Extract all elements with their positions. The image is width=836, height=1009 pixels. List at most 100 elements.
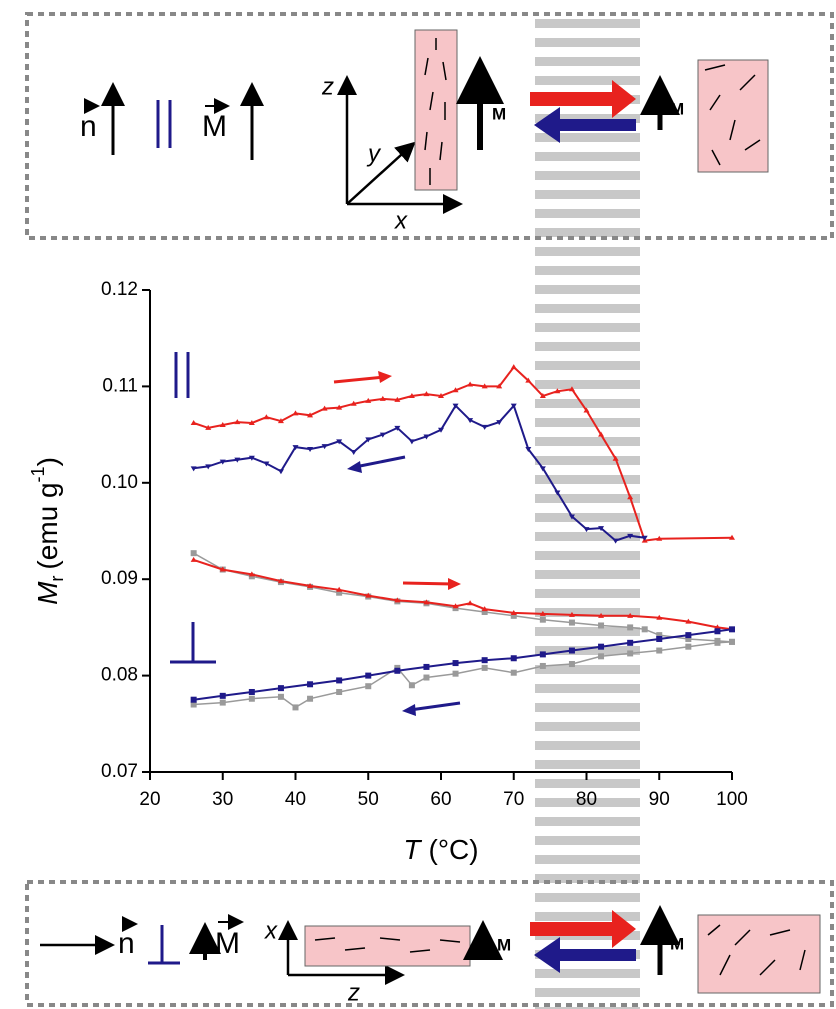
- point: [336, 589, 343, 596]
- point: [423, 599, 430, 605]
- point: [452, 603, 459, 609]
- n-label: n: [118, 927, 135, 960]
- y-tick-label: 0.10: [101, 472, 138, 493]
- point: [539, 610, 546, 616]
- point: [277, 685, 284, 692]
- point: [568, 514, 575, 520]
- point: [583, 527, 590, 533]
- point: [365, 683, 372, 690]
- series-line: [193, 641, 733, 709]
- x-tick-label: 60: [430, 789, 451, 810]
- point: [641, 626, 648, 633]
- y-tick-label: 0.08: [101, 665, 138, 686]
- point: [277, 469, 284, 475]
- point: [539, 651, 546, 658]
- point: [190, 420, 197, 426]
- point: [408, 682, 415, 689]
- x-tick-label: 20: [139, 789, 160, 810]
- point: [481, 664, 488, 671]
- point: [598, 526, 605, 532]
- point: [510, 612, 517, 619]
- point: [292, 704, 299, 711]
- point: [336, 439, 343, 445]
- point: [510, 364, 517, 370]
- point: [277, 418, 284, 424]
- m-label: M: [202, 110, 227, 143]
- point: [598, 612, 605, 618]
- point: [321, 405, 328, 411]
- point: [307, 582, 314, 588]
- point: [263, 461, 270, 467]
- point: [656, 614, 663, 620]
- point: [598, 431, 605, 437]
- point: [248, 455, 255, 461]
- y-tick-label: 0.12: [101, 279, 138, 300]
- point: [598, 643, 605, 650]
- point: [510, 655, 517, 662]
- point: [714, 639, 721, 646]
- axis-y: y: [366, 140, 382, 167]
- point: [438, 393, 444, 399]
- point: [568, 647, 575, 654]
- point: [190, 696, 197, 703]
- field-label: M: [670, 934, 684, 953]
- point: [481, 383, 488, 389]
- y-tick-label: 0.09: [101, 568, 138, 589]
- point: [234, 457, 241, 463]
- point: [568, 611, 575, 617]
- point: [627, 612, 634, 618]
- point: [336, 688, 343, 695]
- point: [583, 407, 590, 413]
- point: [539, 393, 546, 399]
- point: [656, 535, 663, 541]
- series-line: [193, 365, 733, 542]
- point: [539, 466, 546, 472]
- field-label: M: [670, 99, 684, 118]
- point: [190, 701, 197, 708]
- point: [336, 404, 343, 410]
- point: [336, 677, 343, 684]
- point: [481, 606, 488, 612]
- point: [307, 681, 314, 688]
- point: [627, 639, 634, 646]
- point: [365, 397, 372, 403]
- point: [219, 421, 226, 427]
- point: [685, 635, 692, 642]
- point: [525, 377, 532, 383]
- point: [190, 466, 197, 472]
- point: [350, 400, 357, 406]
- point: [496, 420, 503, 426]
- point: [307, 447, 314, 453]
- point: [467, 381, 474, 387]
- point: [394, 597, 401, 603]
- point: [277, 693, 284, 700]
- point: [627, 650, 634, 657]
- x-tick-label: 30: [212, 789, 233, 810]
- point: [612, 538, 619, 544]
- x-tick-label: 90: [649, 789, 670, 810]
- point: [365, 437, 372, 443]
- x-tick-label: 50: [358, 789, 379, 810]
- point: [554, 388, 561, 394]
- axis-z: z: [321, 73, 334, 100]
- y-label-part: ): [32, 457, 63, 466]
- point: [612, 455, 619, 461]
- point: [248, 571, 255, 577]
- top-panel: n M z y x M M: [25, 12, 834, 240]
- bottom-panel: n M x z M M: [25, 880, 834, 1007]
- point: [423, 663, 430, 670]
- series-line: [193, 558, 733, 631]
- axis-z: z: [347, 979, 360, 1006]
- point: [219, 566, 226, 572]
- point: [729, 626, 735, 633]
- point: [408, 439, 415, 445]
- chart: 0.07 0.08 0.09 0.10 0.11 0.12 20 30 40 50 60 70 80 90…: [28, 279, 748, 865]
- point: [350, 449, 357, 455]
- x-tick-label: 70: [503, 789, 524, 810]
- m-label: M: [215, 927, 240, 960]
- point: [729, 534, 735, 540]
- point: [336, 586, 343, 592]
- point: [452, 660, 459, 667]
- point: [627, 533, 634, 539]
